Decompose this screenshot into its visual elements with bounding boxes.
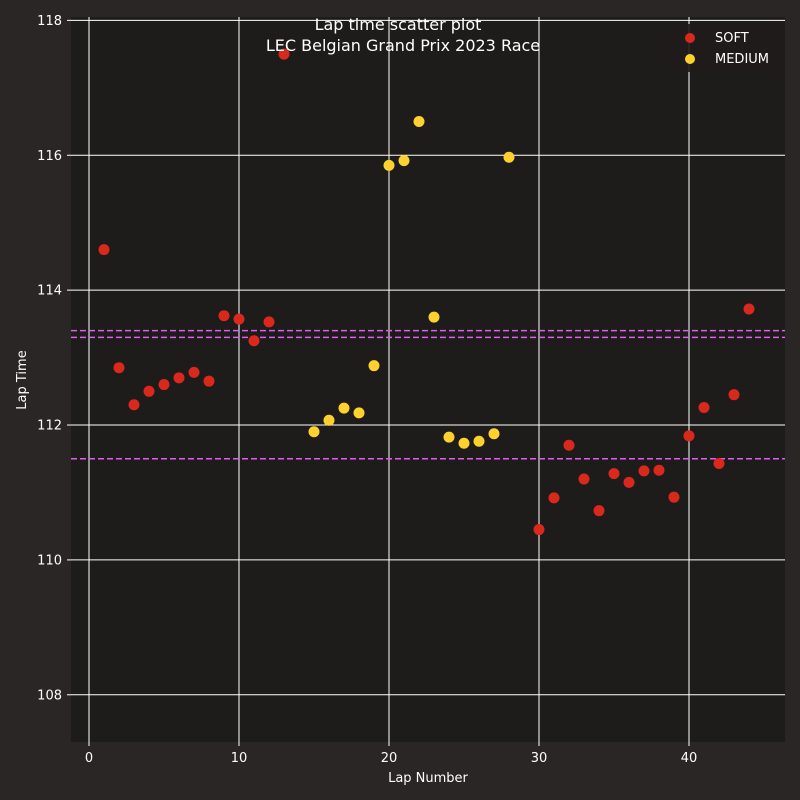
point-soft xyxy=(593,505,605,517)
point-soft xyxy=(578,473,590,485)
legend-label-medium: MEDIUM xyxy=(715,52,769,67)
legend-marker-medium xyxy=(685,54,695,64)
point-medium xyxy=(503,151,515,163)
x-tick-label: 40 xyxy=(681,751,698,766)
point-soft xyxy=(113,362,125,374)
point-medium xyxy=(413,116,425,128)
point-soft xyxy=(563,439,575,451)
point-soft xyxy=(683,430,695,442)
point-soft xyxy=(128,399,140,411)
point-medium xyxy=(338,402,350,414)
point-soft xyxy=(713,457,725,469)
y-tick-label: 108 xyxy=(37,688,62,703)
y-axis-label: Lap Time xyxy=(15,350,30,409)
point-soft xyxy=(188,366,200,378)
data-points xyxy=(98,48,755,536)
point-soft xyxy=(143,385,155,397)
x-tick-labels: 0 10 20 30 40 xyxy=(85,742,697,766)
grid-lines xyxy=(71,17,785,742)
point-soft xyxy=(698,401,710,413)
chart-subtitle: LEC Belgian Grand Prix 2023 Race xyxy=(266,36,540,55)
point-soft xyxy=(728,389,740,401)
point-medium xyxy=(473,435,485,447)
point-soft xyxy=(623,476,635,488)
point-soft xyxy=(203,375,215,387)
x-tick-label: 10 xyxy=(231,751,248,766)
point-soft xyxy=(548,492,560,504)
point-medium xyxy=(368,360,380,372)
legend-box xyxy=(669,24,781,72)
point-medium xyxy=(398,155,410,167)
point-soft xyxy=(98,244,110,256)
point-soft xyxy=(653,464,665,476)
x-tick-label: 0 xyxy=(85,751,93,766)
point-medium xyxy=(353,407,365,419)
point-soft xyxy=(248,335,260,347)
y-tick-label: 114 xyxy=(37,284,62,299)
point-soft xyxy=(263,316,275,328)
y-tick-label: 110 xyxy=(37,553,62,568)
x-axis-label: Lap Number xyxy=(388,771,468,786)
legend-label-soft: SOFT xyxy=(715,31,749,46)
point-soft xyxy=(158,379,170,391)
chart-title: Lap time scatter plot xyxy=(315,15,482,34)
y-tick-label: 116 xyxy=(37,149,62,164)
point-soft xyxy=(668,491,680,503)
x-tick-label: 30 xyxy=(531,751,548,766)
point-soft xyxy=(233,313,245,325)
y-tick-labels: 108 110 112 114 116 118 xyxy=(37,14,71,703)
reference-lines xyxy=(71,329,785,460)
point-medium xyxy=(308,426,320,438)
y-tick-label: 118 xyxy=(37,14,62,29)
point-soft xyxy=(743,303,755,315)
point-medium xyxy=(488,428,500,440)
x-tick-label: 20 xyxy=(381,751,398,766)
plot-area xyxy=(71,17,785,742)
legend-marker-soft xyxy=(685,33,695,43)
point-medium xyxy=(323,414,335,426)
point-soft xyxy=(173,372,185,384)
point-soft xyxy=(218,310,230,322)
y-tick-label: 112 xyxy=(37,419,62,434)
point-medium xyxy=(428,311,440,323)
legend: SOFT MEDIUM xyxy=(669,24,781,72)
point-medium xyxy=(443,431,455,443)
point-medium xyxy=(458,437,470,449)
point-soft xyxy=(608,468,620,480)
point-medium xyxy=(383,159,395,171)
point-soft xyxy=(278,48,290,60)
point-soft xyxy=(638,465,650,477)
point-soft xyxy=(533,524,545,536)
